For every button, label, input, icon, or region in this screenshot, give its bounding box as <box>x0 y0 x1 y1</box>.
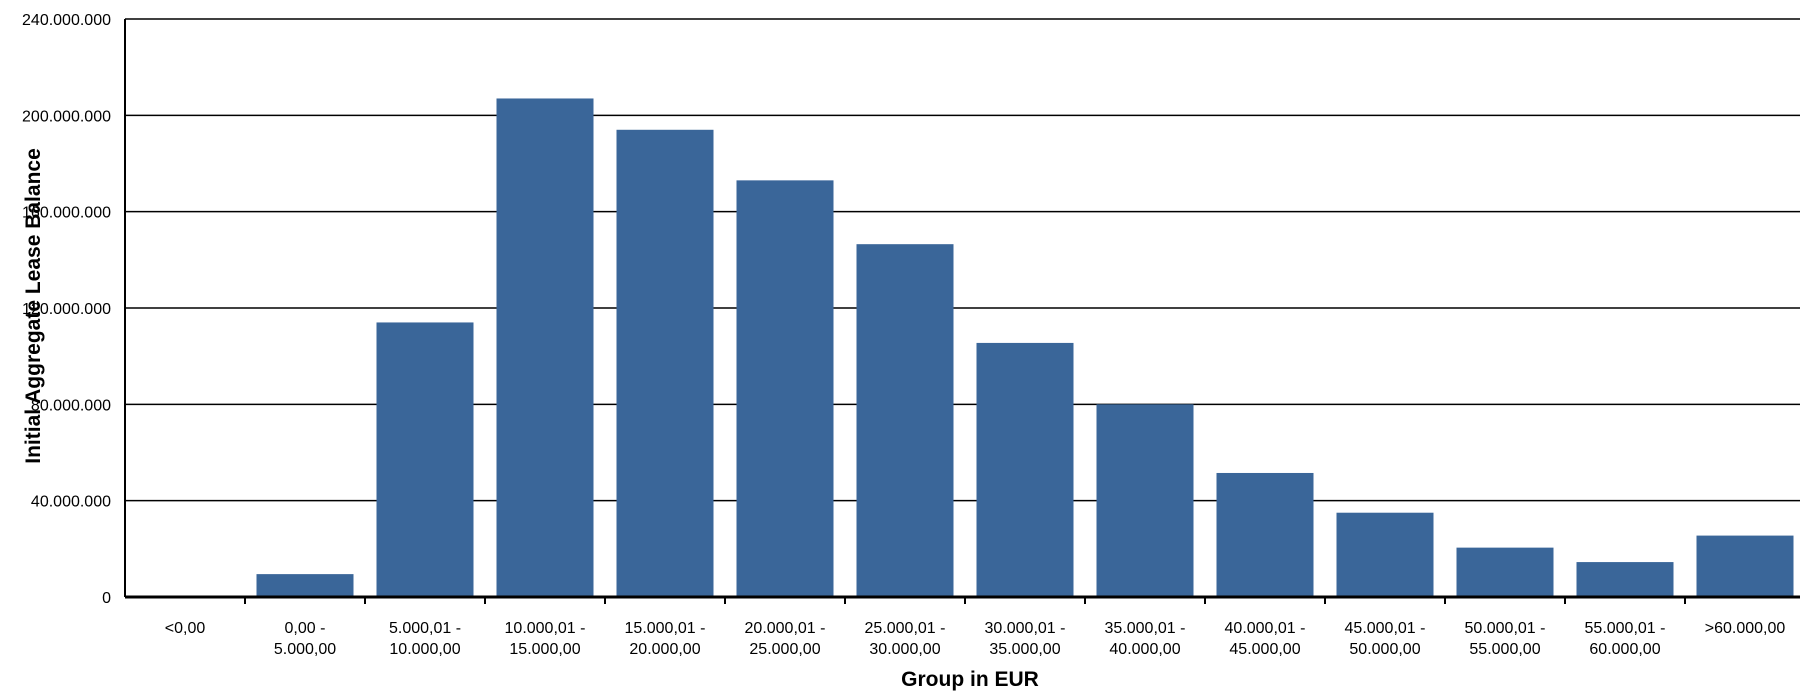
bar <box>976 342 1074 597</box>
bar <box>736 180 834 597</box>
x-tick-label: 45.000,01 - <box>1345 620 1426 637</box>
bar <box>1696 535 1794 597</box>
bar <box>1336 512 1434 597</box>
x-tick-label: 25.000,01 - <box>865 620 946 637</box>
x-tick-label: 20.000,00 <box>629 641 700 658</box>
x-tick-label: 5.000,01 - <box>389 620 461 637</box>
x-tick-label: 10.000,01 - <box>505 620 586 637</box>
bar <box>1456 547 1554 597</box>
y-axis-title: Initial Aggregate Lease Balance <box>22 148 45 464</box>
bar <box>376 322 474 597</box>
x-tick-label: 45.000,00 <box>1229 641 1300 658</box>
bar <box>856 244 954 597</box>
y-tick-label: 240.000.000 <box>22 12 111 29</box>
x-tick-label: 60.000,00 <box>1589 641 1660 658</box>
x-tick-label: 5.000,00 <box>274 641 336 658</box>
bar <box>1096 404 1194 597</box>
bar <box>616 129 714 598</box>
x-tick-label: 15.000,00 <box>509 641 580 658</box>
bar <box>256 574 354 597</box>
y-tick-label: 120.000.000 <box>22 301 111 318</box>
x-tick-label: 20.000,01 - <box>745 620 826 637</box>
x-tick-label: 35.000,00 <box>989 641 1060 658</box>
y-tick-label: 40.000.000 <box>31 494 111 511</box>
x-tick-label: 50.000,00 <box>1349 641 1420 658</box>
x-tick-label: 0,00 - <box>285 620 326 637</box>
bar <box>1216 472 1314 597</box>
x-tick-label: 55.000,01 - <box>1585 620 1666 637</box>
y-tick-label: 160.000.000 <box>22 205 111 222</box>
bar <box>1576 562 1674 597</box>
x-tick-label: >60.000,00 <box>1705 620 1786 637</box>
axes <box>124 19 1800 604</box>
x-tick-label: 35.000,01 - <box>1105 620 1186 637</box>
x-tick-label: 30.000,00 <box>869 641 940 658</box>
y-tick-labels: 0 40.000.000 80.000.000 120.000.000 160.000.… <box>22 12 111 607</box>
y-tick-label: 80.000.000 <box>31 397 111 414</box>
x-tick-label: 40.000,01 - <box>1225 620 1306 637</box>
x-tick-label: <0,00 <box>165 620 206 637</box>
x-tick-label: 30.000,01 - <box>985 620 1066 637</box>
y-tick-label: 200.000.000 <box>22 108 111 125</box>
x-tick-label: 50.000,01 - <box>1465 620 1546 637</box>
bar <box>496 98 594 597</box>
x-tick-label: 15.000,01 - <box>625 620 706 637</box>
y-tick-label: 0 <box>102 590 111 607</box>
x-tick-label: 40.000,00 <box>1109 641 1180 658</box>
gridlines <box>125 18 1800 502</box>
x-tick-label: 10.000,00 <box>389 641 460 658</box>
x-tick-labels: <0,00 0,00 - 5.000,00 5.000,01 - 10.000,00 10… <box>165 620 1786 658</box>
x-tick-label: 25.000,00 <box>749 641 820 658</box>
x-axis-title: Group in EUR <box>901 668 1039 691</box>
x-tick-label: 55.000,00 <box>1469 641 1540 658</box>
bars <box>256 98 1794 598</box>
